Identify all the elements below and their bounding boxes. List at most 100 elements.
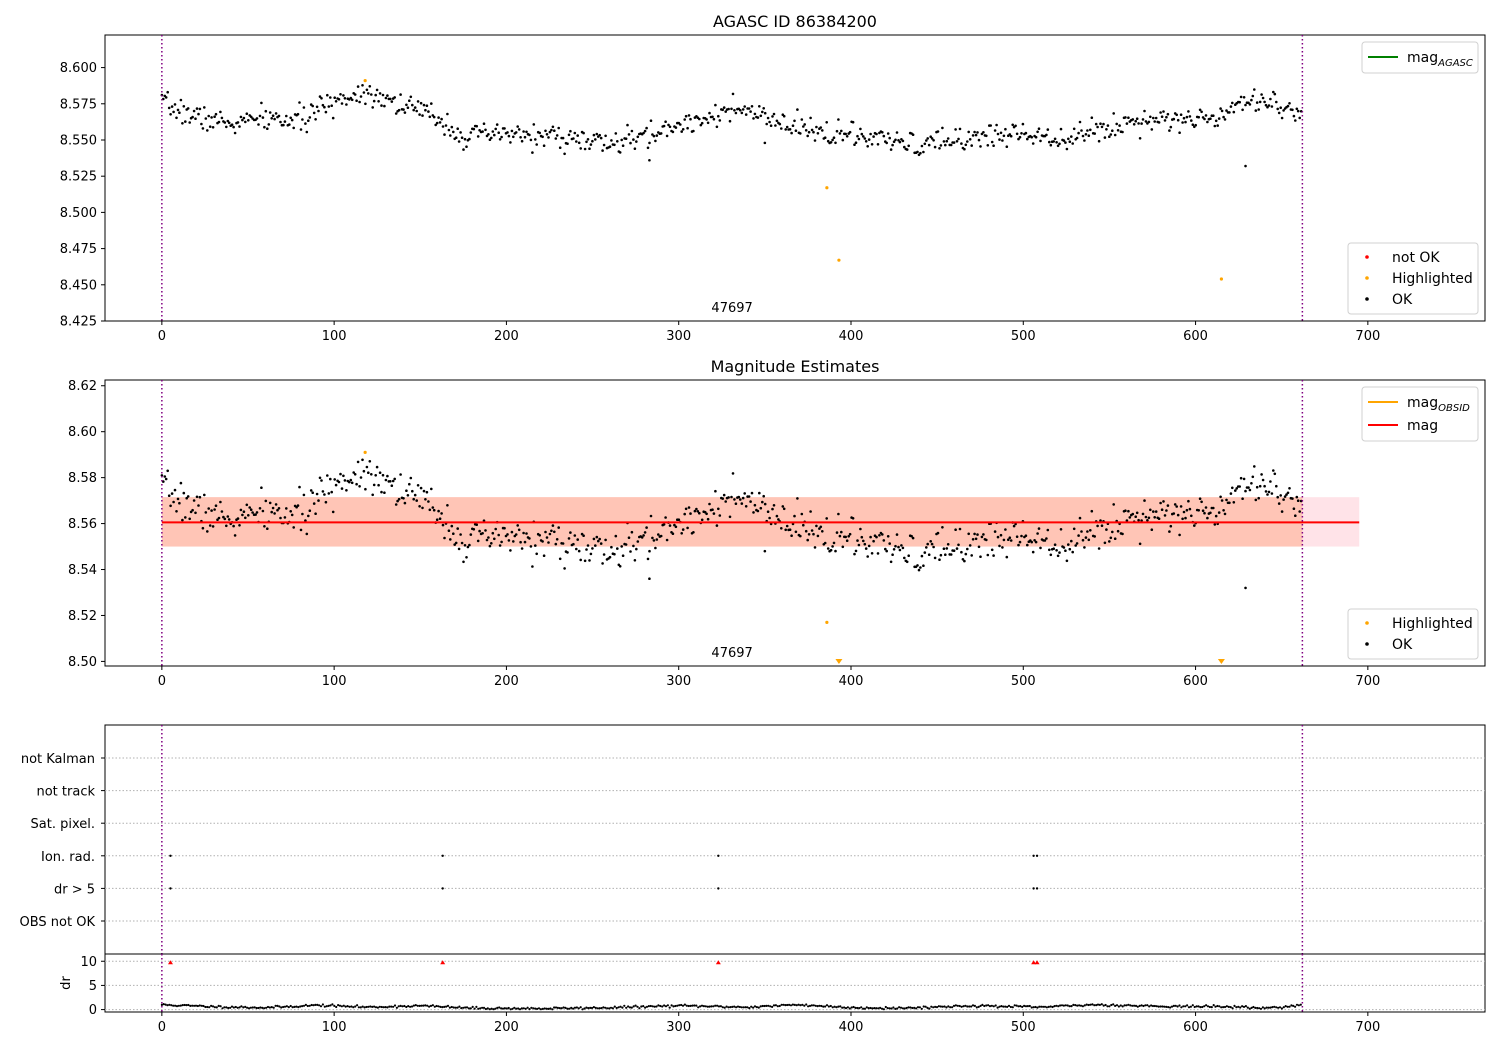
dr-point	[1009, 1005, 1013, 1009]
ok-point	[358, 485, 361, 488]
ok-point	[462, 560, 465, 564]
ok-point	[932, 139, 935, 142]
ok-point	[1065, 559, 1069, 563]
chart-title: Magnitude Estimates	[711, 357, 880, 376]
ok-point	[547, 136, 550, 139]
dr-point	[520, 1007, 524, 1010]
ok-point	[958, 527, 962, 531]
dr-point	[617, 1006, 620, 1009]
ok-point	[279, 516, 282, 520]
dr-point	[500, 1007, 503, 1010]
ok-point	[1188, 115, 1192, 118]
y-tick-label: 8.450	[60, 278, 97, 293]
dr-point	[934, 1005, 937, 1009]
dr-point	[733, 1005, 736, 1008]
ok-point	[1020, 534, 1023, 538]
dr-point	[1239, 1006, 1242, 1009]
dr-point	[469, 1007, 472, 1010]
ok-point	[298, 485, 301, 489]
ok-point	[178, 501, 181, 505]
ok-point	[497, 533, 501, 537]
dr-point	[1146, 1004, 1149, 1007]
dr-point	[583, 1007, 586, 1010]
dr-point	[647, 1005, 651, 1008]
legend-box	[1347, 608, 1479, 660]
dr-point	[357, 1006, 360, 1009]
dr-point	[1218, 1005, 1221, 1008]
dr-point	[287, 1006, 290, 1009]
ok-point	[1206, 120, 1209, 124]
dr-point	[545, 1007, 548, 1010]
ok-point	[970, 554, 973, 557]
dr-point	[496, 1006, 499, 1010]
dr-point	[553, 1006, 556, 1009]
dr-point	[1078, 1004, 1081, 1007]
dr-point	[187, 1003, 190, 1007]
ok-point	[283, 120, 287, 123]
dr-point	[371, 1005, 374, 1009]
dr-point	[822, 1005, 825, 1008]
ok-point	[176, 108, 180, 112]
ok-point	[402, 108, 405, 111]
ok-point	[572, 542, 575, 546]
dr-point	[240, 1005, 243, 1008]
ok-point	[238, 125, 241, 128]
x-tick-label: 700	[1355, 329, 1380, 344]
ok-point	[1064, 141, 1067, 144]
ok-point	[1080, 129, 1083, 132]
ok-point	[886, 132, 890, 135]
ok-point	[1232, 110, 1236, 114]
highlighted-point	[825, 620, 829, 624]
ok-point	[589, 552, 593, 556]
ok-point	[553, 129, 556, 132]
ok-point	[481, 532, 484, 535]
ok-point	[554, 137, 558, 140]
dr-point	[1212, 1004, 1215, 1007]
dr-point	[1159, 1005, 1162, 1008]
ok-point	[1124, 116, 1127, 119]
ok-point	[1159, 111, 1162, 114]
ok-point	[494, 527, 498, 531]
ok-point	[648, 577, 651, 581]
ok-point	[566, 142, 569, 145]
ok-point	[866, 145, 869, 148]
ok-point	[1116, 529, 1120, 533]
ok-point	[599, 136, 603, 140]
y-tick-label: 8.475	[60, 242, 97, 257]
ok-point	[1242, 96, 1246, 99]
ok-point	[1099, 519, 1102, 522]
dr-point	[915, 1007, 918, 1010]
ok-point	[454, 541, 458, 545]
ok-point	[1263, 484, 1266, 488]
dr-point	[1203, 1005, 1206, 1008]
ok-point	[579, 147, 582, 150]
ok-point	[1188, 507, 1192, 511]
dr-point	[644, 1006, 647, 1009]
ok-point	[763, 111, 767, 115]
ok-point	[620, 138, 623, 142]
ok-point	[714, 489, 717, 493]
ok-point	[579, 558, 582, 562]
dr-point	[971, 1004, 975, 1007]
dr-point	[524, 1007, 527, 1010]
ok-point	[170, 492, 174, 495]
dr-point	[901, 1007, 905, 1010]
dr-point	[435, 1004, 438, 1008]
ok-point	[487, 133, 490, 136]
y-axis-label: dr	[59, 976, 74, 990]
ok-point	[1097, 139, 1101, 143]
ok-point	[576, 134, 579, 137]
dr-point	[1176, 1005, 1179, 1008]
ok-point	[386, 474, 389, 478]
dr-point	[526, 1006, 529, 1009]
dr-point	[558, 1007, 561, 1010]
dr-point	[1263, 1007, 1266, 1010]
dr-point	[1034, 1005, 1037, 1009]
ok-point	[409, 95, 413, 99]
ok-point	[1175, 505, 1178, 508]
ok-point	[766, 116, 770, 120]
ok-point	[960, 142, 963, 145]
ok-point	[802, 125, 805, 128]
x-tick-label: 200	[494, 1020, 519, 1035]
